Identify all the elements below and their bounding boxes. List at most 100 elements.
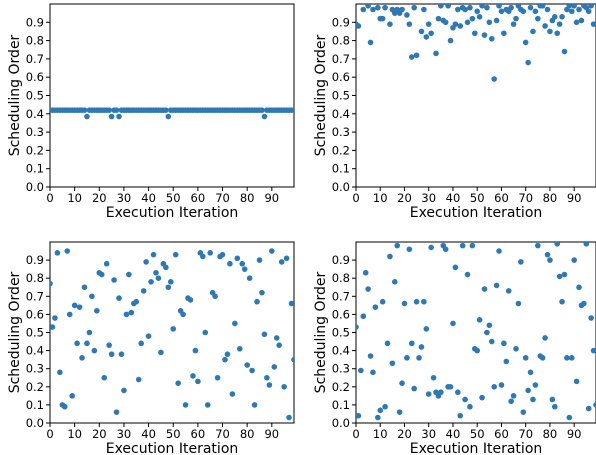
scatter-point xyxy=(568,8,575,15)
scatter-point xyxy=(50,324,56,330)
scatter-point xyxy=(384,340,391,347)
scatter-point xyxy=(474,347,481,354)
plot-frame xyxy=(49,241,295,424)
scatter-point xyxy=(576,6,582,13)
scatter-series xyxy=(50,107,294,120)
scatter-point xyxy=(522,39,529,46)
x-tick-label: 30 xyxy=(117,191,132,205)
y-tick-label: 0.2 xyxy=(332,143,350,157)
scatter-point xyxy=(542,335,548,341)
x-tick-label: 10 xyxy=(67,191,82,205)
scatter-point xyxy=(370,6,376,13)
y-tick-label: 0.7 xyxy=(26,289,44,303)
scatter-point xyxy=(452,21,459,27)
scatter-point xyxy=(590,21,596,27)
x-tick-label: 40 xyxy=(141,427,156,441)
scatter-point xyxy=(399,380,405,386)
scatter-point xyxy=(259,107,265,113)
x-tick-label: 30 xyxy=(421,191,436,205)
scatter-point xyxy=(123,311,130,318)
scatter-point xyxy=(411,385,417,392)
scatter-point xyxy=(57,369,63,376)
scatter-point xyxy=(467,403,473,410)
scatter-point xyxy=(180,311,186,318)
scatter-point xyxy=(481,32,488,38)
y-tick-label: 0.8 xyxy=(332,34,350,48)
scatter-point xyxy=(236,345,243,352)
y-tick-label: 0.5 xyxy=(26,326,44,340)
x-tick-label: 30 xyxy=(117,427,132,441)
x-tick-label: 20 xyxy=(92,427,107,441)
scatter-point xyxy=(76,304,83,310)
scatter-point xyxy=(455,389,461,396)
scatter-point xyxy=(167,279,174,285)
scatter-point xyxy=(365,286,371,292)
scatter-point xyxy=(227,260,233,267)
scatter-point xyxy=(520,8,527,15)
scatter-point xyxy=(435,15,442,22)
scatter-point xyxy=(288,300,294,307)
scatter-point xyxy=(234,255,241,262)
x-axis-label: Execution Iteration xyxy=(410,205,543,221)
scatter-point xyxy=(375,414,381,421)
scatter-point xyxy=(244,362,250,368)
scatter-point xyxy=(187,297,194,303)
chart-panel-3: 0 10 20 30 40 50 60 70 80 90 0.0 0.1 0.2 0.3 0.4 0.5 0.6… xyxy=(7,241,295,455)
x-tick-label: 0 xyxy=(352,191,359,205)
scatter-point xyxy=(98,271,105,278)
x-tick-label: 10 xyxy=(67,427,82,441)
scatter-point xyxy=(291,107,294,113)
scatter-point xyxy=(551,403,558,410)
scatter-point xyxy=(576,284,582,291)
scatter-point xyxy=(559,298,565,305)
x-tick-label: 10 xyxy=(373,191,388,205)
scatter-point xyxy=(212,293,218,300)
scatter-point xyxy=(532,8,539,15)
scatter-point xyxy=(549,396,556,403)
scatter-point xyxy=(286,414,292,421)
scatter-point xyxy=(445,4,451,9)
scatter-point xyxy=(375,4,381,11)
scatter-point xyxy=(195,378,201,385)
scatter-point xyxy=(593,402,596,408)
scatter-point xyxy=(404,355,410,361)
scatter-point xyxy=(442,19,449,26)
y-tick-label: 0.1 xyxy=(332,398,350,412)
scatter-point xyxy=(564,355,570,361)
scatter-point xyxy=(254,298,260,305)
scatter-point xyxy=(108,351,115,358)
scatter-point xyxy=(387,253,393,260)
scatter-point xyxy=(276,342,283,348)
scatter-point xyxy=(513,15,519,22)
y-axis-label: Scheduling Order xyxy=(313,34,329,156)
scatter-point xyxy=(498,8,505,15)
x-tick-label: 90 xyxy=(567,427,582,441)
scatter-point xyxy=(103,260,110,267)
scatter-point xyxy=(547,28,553,35)
scatter-point xyxy=(501,340,507,347)
scatter-point xyxy=(133,298,140,305)
scatter-point xyxy=(175,380,181,386)
scatter-point xyxy=(583,242,590,247)
scatter-point xyxy=(411,4,417,11)
x-tick-label: 90 xyxy=(567,191,582,205)
scatter-point xyxy=(84,113,90,120)
scatter-point xyxy=(481,286,488,292)
x-tick-label: 20 xyxy=(397,427,412,441)
scatter-point xyxy=(404,12,410,18)
scatter-point xyxy=(377,407,384,414)
scatter-point xyxy=(486,322,493,329)
scatter-point xyxy=(106,342,112,348)
y-tick-label: 0.2 xyxy=(332,380,350,394)
scatter-point xyxy=(571,257,577,263)
scatter-point xyxy=(192,347,199,354)
scatter-point xyxy=(588,315,594,321)
x-tick-label: 60 xyxy=(191,191,206,205)
scatter-point xyxy=(530,396,536,403)
scatter-point xyxy=(588,4,594,9)
scatter-point xyxy=(214,374,221,381)
y-axis-label: Scheduling Order xyxy=(7,34,23,156)
y-tick-label: 0.5 xyxy=(332,89,350,103)
scatter-point xyxy=(438,4,444,9)
x-axis-label: Execution Iteration xyxy=(410,441,543,455)
